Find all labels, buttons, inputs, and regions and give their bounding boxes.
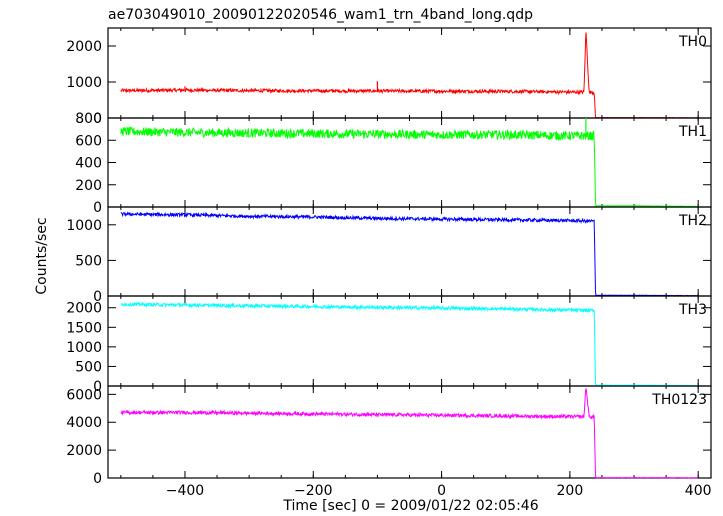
y-tick-label: 600 [75,133,102,149]
y-tick-label: 2000 [66,443,102,459]
y-tick-label: 800 [75,111,102,127]
panel-frame [107,206,712,297]
y-tick-label: 500 [75,359,102,375]
series-line-th1 [120,125,699,208]
x-tick-label: −200 [294,483,332,499]
x-tick-label: 0 [437,483,446,499]
panel-frame [107,385,712,479]
panel-th1: 0 200 400 600 800 TH1 [75,111,712,216]
panel-th0123: 0 2000 4000 6000 TH0123 [66,385,712,487]
y-tick-label: 0 [93,111,102,127]
panel-th0: 0 1000 2000 TH0 [66,27,712,127]
panel-th2: 0 500 1000 TH2 [66,206,712,305]
series-label: TH0123 [651,392,707,408]
y-tick-label: 400 [75,156,102,172]
chart-title: ae703049010_20090122020546_wam1_trn_4ban… [108,7,533,23]
y-tick-label: 2000 [66,39,102,55]
series-line-th3 [120,300,698,387]
series-label: TH3 [678,302,707,318]
y-tick-label: 200 [75,178,102,194]
y-tick-label: 0 [93,289,102,305]
y-tick-label: 1000 [66,340,102,356]
x-tick-label: 400 [685,483,712,499]
panel-th3: 0 500 1000 1500 2000 TH3 [66,295,712,395]
series-line-th0123 [120,388,698,479]
y-tick-label: 2000 [66,301,102,317]
y-tick-label: 6000 [66,387,102,403]
y-tick-label: 0 [93,200,102,216]
y-tick-label: 4000 [66,415,102,431]
panel-frame [107,295,712,387]
series-label: TH2 [678,213,707,229]
y-tick-label: 1000 [66,75,102,91]
series-line-th0 [120,32,698,119]
y-tick-label: 500 [75,253,102,269]
y-tick-label: 0 [93,379,102,395]
x-tick-label: −400 [166,483,204,499]
y-tick-label: 1500 [66,320,102,336]
series-label: TH1 [678,124,707,140]
panel-frame [107,27,712,119]
x-tick-label: 200 [557,483,584,499]
y-tick-label: 0 [93,471,102,487]
x-axis-label: Time [sec] 0 = 2009/01/22 02:05:46 [282,498,538,514]
series-label: TH0 [678,34,707,50]
y-axis-label: Counts/sec [34,217,50,294]
y-tick-label: 1000 [66,218,102,234]
series-line-th2 [120,211,698,297]
